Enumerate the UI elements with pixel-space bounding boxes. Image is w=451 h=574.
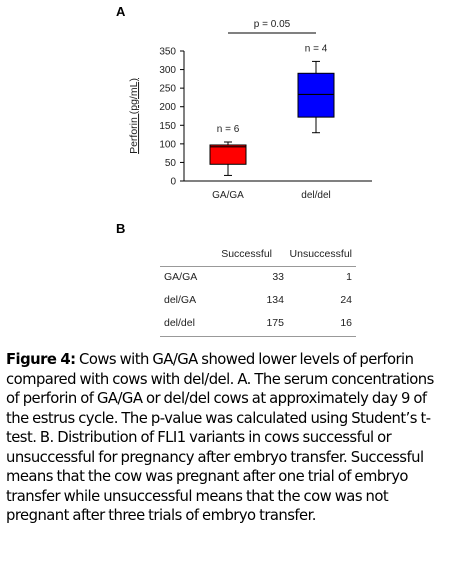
table-cell-unsuccessful: 1 xyxy=(346,271,352,283)
table-cell-successful: 33 xyxy=(272,271,284,283)
y-tick-label: 50 xyxy=(165,158,177,169)
caption-label: Figure 4: xyxy=(6,351,76,368)
y-tick-label: 250 xyxy=(159,84,176,95)
x-tick-label: GA/GA xyxy=(212,190,244,201)
pregnancy-table: Successful Unsuccessful GA/GA 33 1 del/G… xyxy=(160,246,356,337)
table-row: GA/GA 33 1 xyxy=(160,267,356,290)
box-plot-chart: 0 50 100 150 200 250 300 350 Perforin (pg/mL) GA/… xyxy=(128,19,372,201)
table-header-unsuccessful: Unsuccessful xyxy=(289,248,352,260)
n-label: n = 6 xyxy=(217,124,240,135)
table-header-successful: Successful xyxy=(221,248,272,260)
table-cell-genotype: del/GA xyxy=(164,294,197,306)
table-cell-successful: 134 xyxy=(266,294,284,306)
panel-b-label: B xyxy=(116,221,126,236)
y-tick-label: 350 xyxy=(159,47,176,58)
table-cell-genotype: GA/GA xyxy=(164,271,198,283)
table-cell-unsuccessful: 24 xyxy=(340,294,352,306)
y-tick-label: 200 xyxy=(159,102,176,113)
x-tick-label: del/del xyxy=(301,190,330,201)
table-cell-genotype: del/del xyxy=(164,317,195,329)
box-ga-ga xyxy=(209,144,247,165)
y-axis-label: Perforin (pg/mL) xyxy=(128,78,140,154)
table-cell-successful: 175 xyxy=(266,317,284,329)
p-value-label: p = 0.05 xyxy=(254,19,291,30)
box-del-del xyxy=(297,72,335,118)
y-tick-label: 300 xyxy=(159,65,176,76)
y-tick-label: 100 xyxy=(159,139,176,150)
y-tick-label: 150 xyxy=(159,121,176,132)
table-header-row: Successful Unsuccessful xyxy=(160,246,356,267)
n-label: n = 4 xyxy=(305,43,328,54)
table-row: del/GA 134 24 xyxy=(160,290,356,313)
table-row: del/del 175 16 xyxy=(160,313,356,337)
table-cell-unsuccessful: 16 xyxy=(340,317,352,329)
figure-caption: Figure 4: Cows with GA/GA showed lower l… xyxy=(6,350,449,526)
y-tick-label: 0 xyxy=(170,177,176,188)
caption-text: Cows with GA/GA showed lower levels of p… xyxy=(6,351,434,524)
panel-a-label: A xyxy=(116,4,126,19)
